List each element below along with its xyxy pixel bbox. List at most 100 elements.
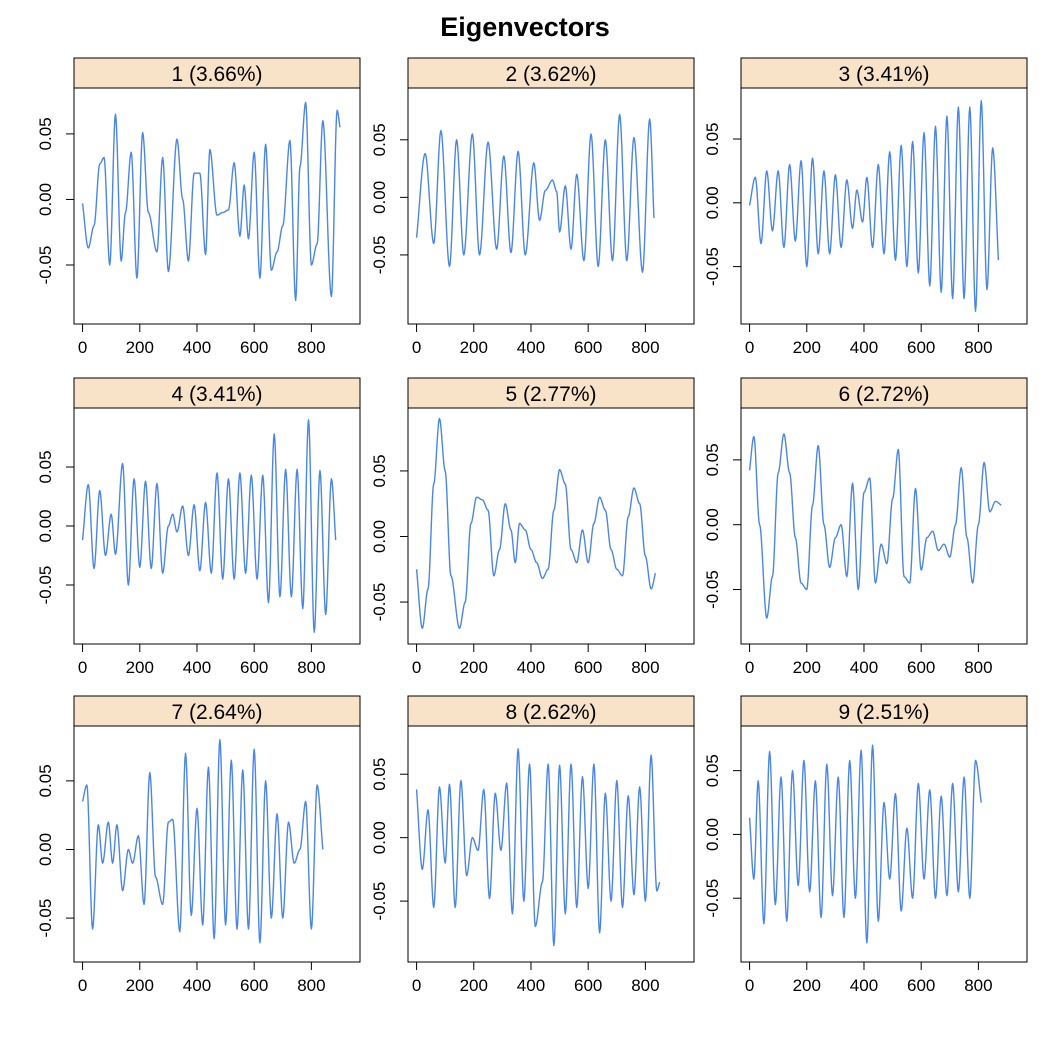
x-tick-label: 800	[631, 976, 659, 995]
y-tick-label: 0.05	[370, 758, 389, 791]
eigenvector-line	[748, 100, 1000, 312]
y-tick-label: 0.00	[370, 181, 389, 214]
x-tick-label: 200	[460, 658, 488, 677]
panel-strip	[73, 57, 361, 89]
x-tick-label: 600	[240, 976, 268, 995]
x-tick-label: 800	[964, 976, 992, 995]
y-tick-label: 0.05	[36, 450, 55, 483]
y-tick-label: 0.05	[36, 764, 55, 797]
panel-strip-label: 2 (3.62%)	[505, 63, 596, 86]
x-tick-label: 600	[907, 658, 935, 677]
x-tick-label: 600	[907, 338, 935, 357]
panel-strip	[407, 695, 695, 727]
x-tick-label: 800	[297, 976, 325, 995]
y-tick-label: 0.00	[370, 520, 389, 553]
eigenvector-line	[81, 739, 324, 944]
panel-plot-area	[407, 725, 695, 963]
y-tick-label: -0.05	[36, 899, 55, 938]
y-tick-label: 0.05	[703, 443, 722, 476]
x-tick-label: 0	[412, 976, 421, 995]
panel-plot-area	[73, 87, 361, 325]
x-tick-label: 600	[907, 976, 935, 995]
panel-strip	[407, 57, 695, 89]
x-tick-label: 200	[126, 976, 154, 995]
x-tick-label: 400	[850, 338, 878, 357]
x-tick-label: 800	[631, 338, 659, 357]
y-tick-label: -0.05	[36, 566, 55, 605]
eigenvector-line	[415, 748, 661, 947]
eigenvector-line	[81, 101, 341, 302]
x-tick-label: 800	[964, 658, 992, 677]
x-tick-label: 400	[183, 976, 211, 995]
x-tick-label: 800	[631, 658, 659, 677]
panel-4: 4 (3.41%) 0 200 400 600 800 -0.05 0.00 0.05	[36, 377, 361, 677]
eigenvector-line	[748, 433, 1002, 619]
x-tick-label: 400	[517, 976, 545, 995]
panel-8: 8 (2.62%) 0 200 400 600 800 -0.05 0.00 0.05	[370, 695, 695, 995]
panel-strip	[73, 377, 361, 409]
y-tick-label: -0.05	[370, 882, 389, 921]
panel-strip-label: 6 (2.72%)	[838, 383, 929, 406]
x-tick-label: 800	[297, 338, 325, 357]
y-tick-label: 0.00	[370, 821, 389, 854]
panel-strip-label: 7 (2.64%)	[171, 701, 262, 724]
x-tick-label: 600	[574, 976, 602, 995]
panel-strip-label: 8 (2.62%)	[505, 701, 596, 724]
y-tick-label: 0.00	[36, 509, 55, 542]
y-tick-label: 0.05	[703, 122, 722, 155]
panel-9: 9 (2.51%) 0 200 400 600 800 -0.05 0.00 0.05	[703, 695, 1028, 995]
x-tick-label: 200	[793, 976, 821, 995]
x-tick-label: 0	[745, 338, 754, 357]
panel-plot-area	[73, 725, 361, 963]
y-tick-label: 0.00	[36, 183, 55, 216]
x-tick-label: 400	[850, 658, 878, 677]
panel-5: 5 (2.77%) 0 200 400 600 800 -0.05 0.00 0.05	[370, 377, 695, 677]
x-tick-label: 200	[793, 658, 821, 677]
panel-strip	[740, 377, 1028, 409]
eigenvector-line	[748, 744, 982, 944]
x-tick-label: 0	[412, 338, 421, 357]
y-tick-label: 0.00	[703, 508, 722, 541]
x-tick-label: 200	[793, 338, 821, 357]
x-tick-label: 800	[297, 658, 325, 677]
y-tick-label: -0.05	[36, 246, 55, 285]
x-tick-label: 600	[240, 658, 268, 677]
x-tick-label: 200	[460, 976, 488, 995]
x-tick-label: 400	[183, 658, 211, 677]
eigenvector-line	[415, 417, 657, 629]
panel-strip-label: 1 (3.66%)	[171, 63, 262, 86]
y-tick-label: -0.05	[703, 570, 722, 609]
y-tick-label: 0.05	[703, 754, 722, 787]
panel-plot-area	[740, 725, 1028, 963]
x-tick-label: 400	[517, 658, 545, 677]
x-tick-label: 0	[745, 658, 754, 677]
x-tick-label: 600	[240, 338, 268, 357]
y-tick-label: 0.00	[703, 186, 722, 219]
x-tick-label: 0	[78, 338, 87, 357]
y-tick-label: -0.05	[703, 879, 722, 918]
x-tick-label: 400	[850, 976, 878, 995]
panel-strip-label: 4 (3.41%)	[171, 383, 262, 406]
panel-plot-area	[740, 87, 1028, 325]
panel-strip-label: 5 (2.77%)	[505, 383, 596, 406]
chart-title: Eigenvectors	[440, 12, 610, 42]
x-tick-label: 200	[126, 338, 154, 357]
eigenvector-line	[415, 113, 655, 273]
panel-7: 7 (2.64%) 0 200 400 600 800 -0.05 0.00 0.05	[36, 695, 361, 995]
panel-strip	[73, 695, 361, 727]
x-tick-label: 200	[126, 658, 154, 677]
x-tick-label: 0	[78, 976, 87, 995]
eigenvector-line	[81, 419, 337, 633]
panel-6: 6 (2.72%) 0 200 400 600 800 -0.05 0.00 0.05	[703, 377, 1028, 677]
y-tick-label: -0.05	[703, 247, 722, 286]
y-tick-label: 0.00	[703, 818, 722, 851]
panel-strip-label: 9 (2.51%)	[838, 701, 929, 724]
x-tick-label: 0	[412, 658, 421, 677]
y-tick-label: -0.05	[370, 583, 389, 622]
x-tick-label: 0	[745, 976, 754, 995]
panel-1: 1 (3.66%) 0 200 400 600 800 -0.05 0.00 0.05	[36, 57, 361, 357]
x-tick-label: 200	[460, 338, 488, 357]
x-tick-label: 600	[574, 658, 602, 677]
x-tick-label: 400	[183, 338, 211, 357]
